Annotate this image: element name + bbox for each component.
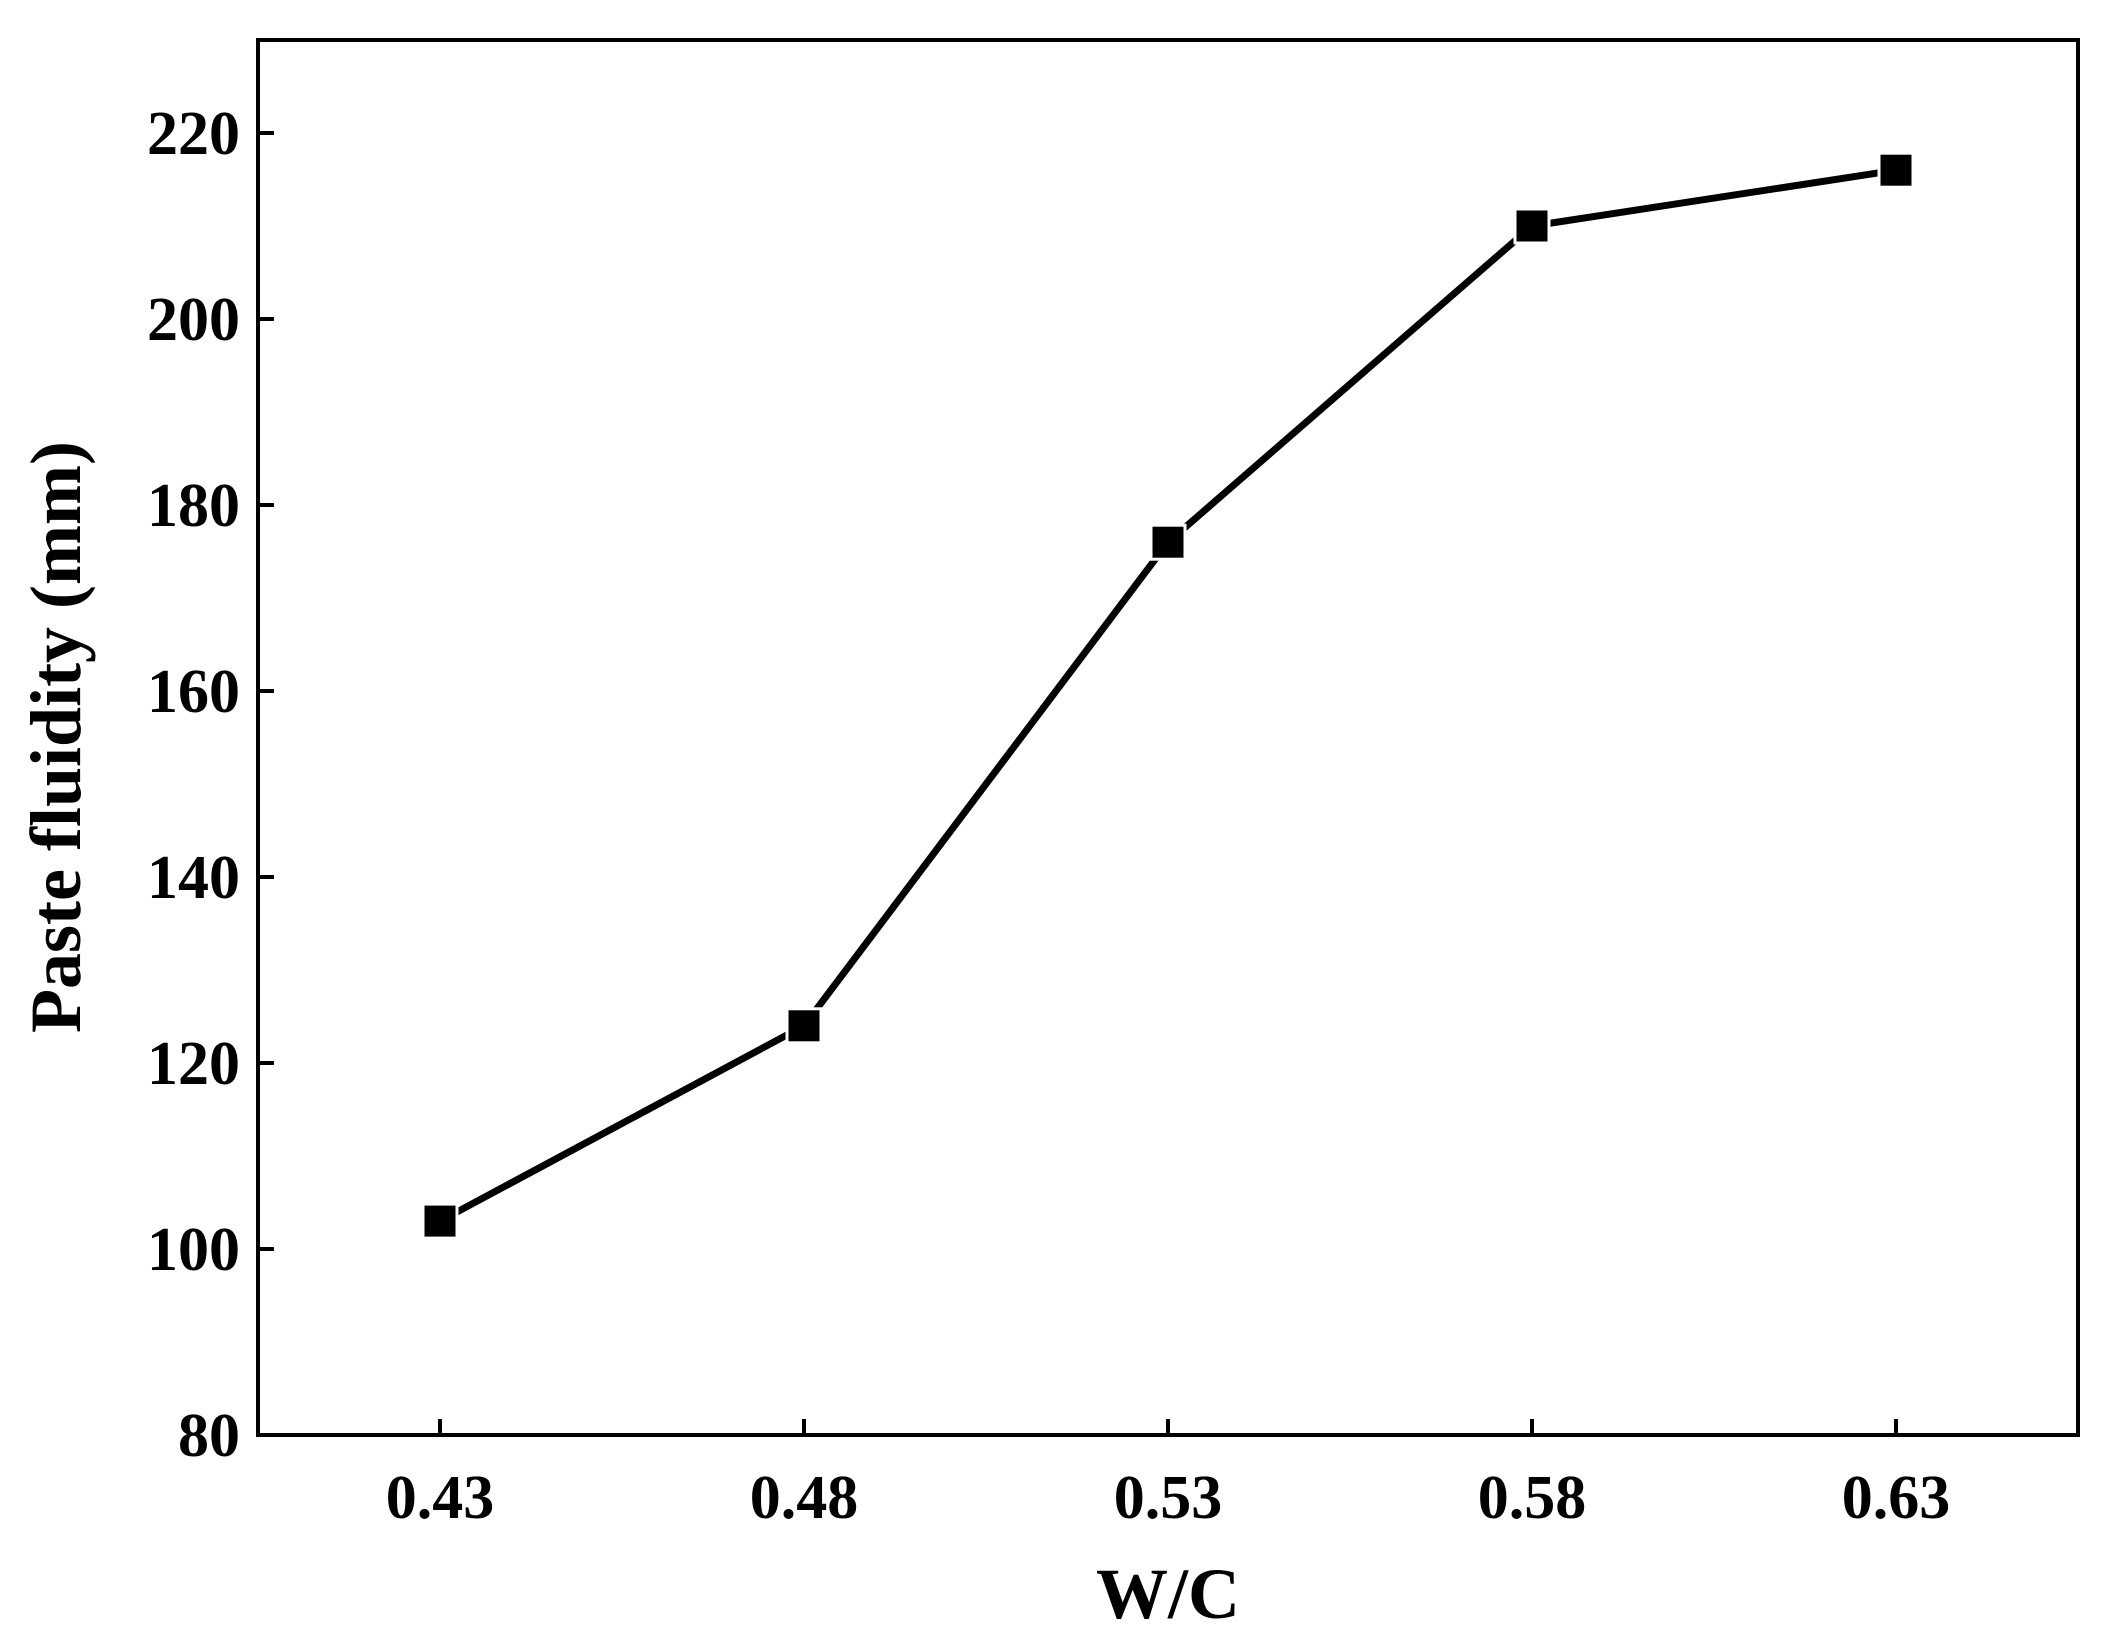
data-point bbox=[1877, 151, 1915, 189]
y-tick-label: 180 bbox=[147, 472, 240, 540]
y-axis-title: Paste fluidity (mm) bbox=[16, 441, 96, 1033]
data-point bbox=[421, 1202, 459, 1240]
y-tick-label: 100 bbox=[147, 1216, 240, 1284]
x-axis-title: W/C bbox=[1096, 1554, 1240, 1634]
y-tick-label: 120 bbox=[147, 1030, 240, 1098]
x-tick-label: 0.53 bbox=[1114, 1464, 1223, 1532]
data-point bbox=[1149, 523, 1187, 561]
y-tick-label: 160 bbox=[147, 658, 240, 726]
x-tick-label: 0.58 bbox=[1478, 1464, 1587, 1532]
y-tick-label: 200 bbox=[147, 286, 240, 354]
y-tick-label: 220 bbox=[147, 100, 240, 168]
x-tick-label: 0.63 bbox=[1842, 1464, 1951, 1532]
plot-frame bbox=[256, 38, 2080, 1437]
data-point bbox=[1513, 207, 1551, 245]
x-tick-label: 0.48 bbox=[750, 1464, 859, 1532]
series-line bbox=[438, 166, 1897, 1225]
x-axis-ticks: 0.43 0.48 0.53 0.58 0.63 bbox=[386, 1419, 1951, 1532]
y-tick-label: 80 bbox=[178, 1402, 240, 1470]
data-point bbox=[785, 1007, 823, 1045]
y-tick-label: 140 bbox=[147, 844, 240, 912]
x-tick-label: 0.43 bbox=[386, 1464, 495, 1532]
series-layer bbox=[421, 151, 1915, 1240]
y-axis-ticks: 80 100 120 140 160 180 200 220 bbox=[147, 100, 274, 1470]
